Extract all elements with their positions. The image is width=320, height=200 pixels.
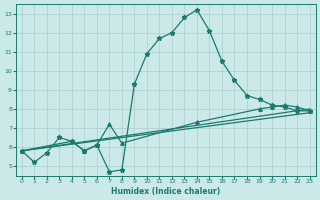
X-axis label: Humidex (Indice chaleur): Humidex (Indice chaleur) (111, 187, 220, 196)
